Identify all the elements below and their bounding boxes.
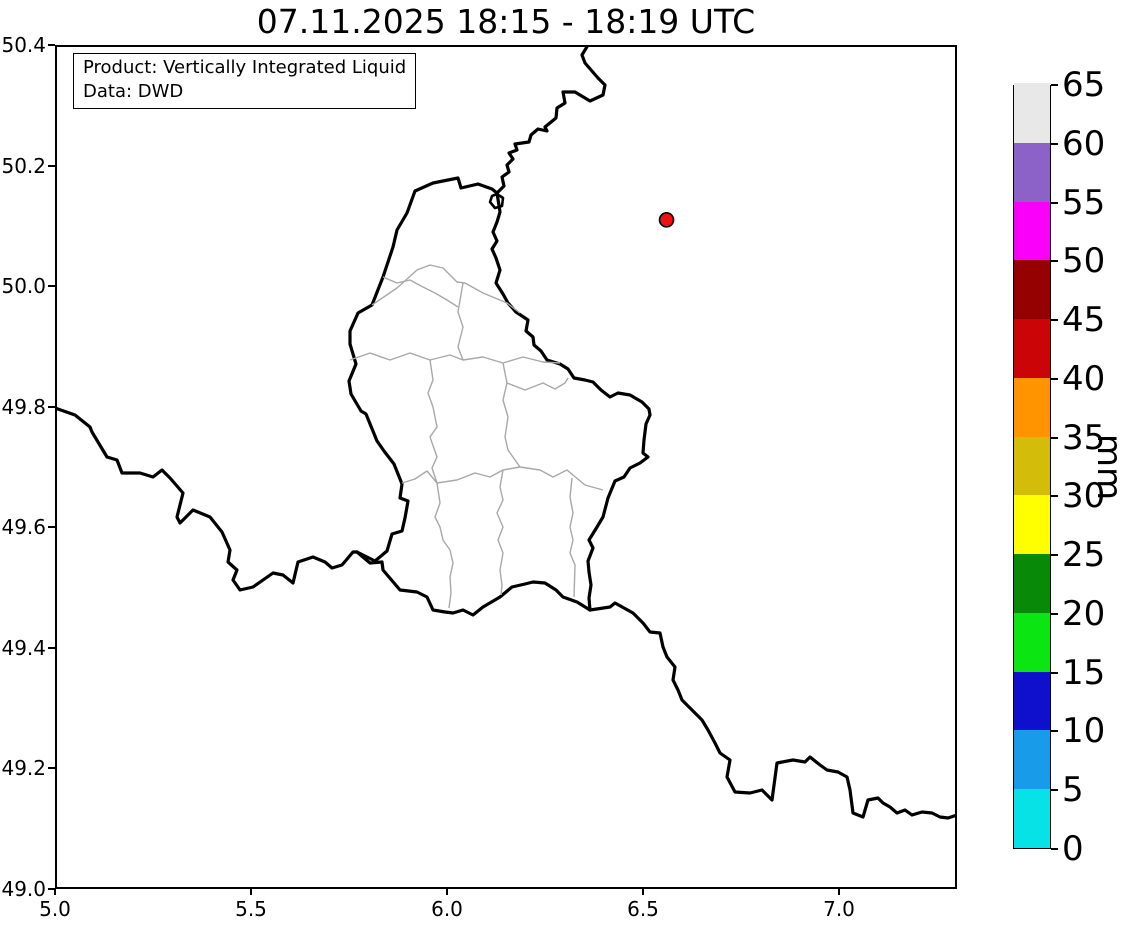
y-tick-label: 50.2	[1, 153, 46, 178]
colorbar-tick-label: 15	[1062, 652, 1106, 693]
info-box-product-line: Product: Vertically Integrated Liquid	[83, 57, 407, 78]
colorbar-tick-label: 0	[1062, 829, 1084, 869]
district-borders	[349, 264, 604, 609]
border-vianden-loop	[488, 192, 505, 210]
colorbar-unit-label: mm	[1089, 433, 1129, 501]
colorbar-tick-mark	[1051, 612, 1058, 615]
border-france-belgium	[57, 407, 359, 592]
district-line	[427, 359, 438, 484]
colorbar-tick-mark	[1051, 848, 1058, 850]
y-tick-label: 49.6	[1, 515, 46, 540]
colorbar-segment	[1014, 200, 1050, 261]
y-tick-label: 49.2	[1, 756, 46, 781]
border-france-germany	[588, 601, 955, 820]
y-tick-mark	[48, 405, 55, 408]
border-luxembourg-germany	[490, 191, 652, 612]
y-tick-label: 50.0	[1, 274, 46, 299]
x-tick-label: 5.0	[39, 897, 71, 921]
x-tick-label: 6.0	[431, 897, 463, 921]
y-tick-mark	[48, 767, 55, 770]
x-tick-label: 5.5	[235, 897, 267, 921]
district-line	[434, 482, 454, 609]
colorbar-tick-mark	[1051, 671, 1058, 674]
colorbar-segment	[1014, 259, 1050, 320]
colorbar-segment	[1014, 729, 1050, 790]
y-tick-mark	[48, 526, 55, 529]
colorbar-tick-mark	[1051, 84, 1058, 86]
colorbar-segment	[1014, 83, 1050, 143]
x-tick-mark	[54, 889, 56, 895]
colorbar-tick-mark	[1051, 260, 1058, 263]
colorbar-tick-mark	[1051, 142, 1058, 145]
colorbar-tick-label: 20	[1062, 593, 1106, 634]
colorbar-segment	[1014, 788, 1050, 848]
colorbar-segment	[1014, 436, 1050, 496]
colorbar-segment	[1014, 318, 1050, 378]
colorbar-segment	[1014, 494, 1050, 555]
colorbar-tick-label: 25	[1062, 535, 1106, 576]
plot-area	[55, 45, 957, 889]
x-tick-label: 7.0	[823, 897, 855, 921]
colorbar-tick-label: 55	[1062, 182, 1106, 223]
colorbar-tick-mark	[1051, 377, 1058, 380]
colorbar-segment	[1014, 377, 1050, 437]
map-canvas	[57, 47, 955, 820]
border-luxembourg-belgium	[347, 176, 499, 563]
district-line	[401, 466, 521, 484]
y-tick-mark	[48, 646, 55, 649]
colorbar-segment	[1014, 612, 1050, 672]
colorbar-tick-mark	[1051, 436, 1058, 439]
colorbar-tick-mark	[1051, 495, 1058, 498]
colorbar-tick-label: 65	[1062, 65, 1106, 105]
colorbar-tick-mark	[1051, 789, 1058, 792]
event-marker-dot	[658, 212, 675, 228]
x-tick-label: 6.5	[627, 897, 659, 921]
colorbar-tick-label: 5	[1062, 770, 1084, 811]
y-tick-label: 49.0	[1, 876, 46, 901]
y-tick-label: 50.4	[1, 33, 46, 57]
district-line	[496, 469, 504, 596]
x-tick-mark	[446, 889, 448, 895]
x-tick-mark	[838, 889, 840, 895]
y-tick-mark	[48, 164, 55, 167]
colorbar-tick-label: 45	[1062, 300, 1106, 341]
colorbar-tick-mark	[1051, 201, 1058, 204]
y-tick-mark	[48, 285, 55, 288]
border-belgium-germany	[495, 47, 607, 195]
colorbar-tick-label: 50	[1062, 241, 1106, 282]
colorbar-tick-label: 30	[1062, 476, 1106, 517]
district-line	[371, 264, 521, 314]
info-box: Product: Vertically Integrated Liquid Da…	[73, 53, 417, 109]
colorbar-segment	[1014, 671, 1050, 731]
colorbar-tick-label: 60	[1062, 123, 1106, 164]
colorbar-tick-label: 10	[1062, 711, 1106, 752]
district-line	[457, 282, 464, 361]
y-tick-mark	[48, 44, 55, 46]
district-line	[506, 377, 569, 391]
y-tick-label: 49.4	[1, 635, 46, 660]
colorbar-segment	[1014, 142, 1050, 202]
district-line	[349, 352, 561, 364]
district-line	[569, 477, 576, 598]
colorbar-tick-label: 40	[1062, 358, 1106, 399]
plot-title: 07.11.2025 18:15 - 18:19 UTC	[256, 2, 756, 41]
x-tick-mark	[642, 889, 644, 895]
colorbar-tick-mark	[1051, 730, 1058, 733]
x-tick-mark	[250, 889, 252, 895]
district-line	[502, 362, 604, 491]
colorbar-tick-mark	[1051, 319, 1058, 322]
y-tick-label: 49.8	[1, 394, 46, 419]
colorbar-tick-label: 35	[1062, 417, 1106, 458]
border-luxembourg-france	[355, 550, 592, 617]
colorbar-segment	[1014, 553, 1050, 613]
district-line	[382, 276, 459, 308]
info-box-source-line: Data: DWD	[83, 81, 184, 102]
colorbar-tick-mark	[1051, 554, 1058, 557]
y-tick-mark	[48, 887, 55, 890]
colorbar	[1013, 83, 1051, 849]
